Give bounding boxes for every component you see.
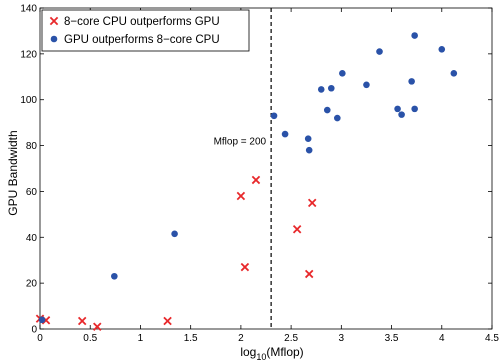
gpu-wins-point xyxy=(398,111,405,118)
legend-label: 8−core CPU outperforms GPU xyxy=(64,16,220,28)
x-axis-label-rest: (Mflop) xyxy=(266,345,303,359)
gpu-wins-point xyxy=(281,130,289,138)
gpu-wins-point xyxy=(376,48,383,55)
gpu-wins-point xyxy=(408,78,415,85)
cpu-wins-point xyxy=(240,262,250,272)
x-tick-label: 0.5 xyxy=(83,333,97,344)
cpu-wins-point xyxy=(93,322,102,331)
x-tick-label: 2 xyxy=(238,333,244,344)
legend: 8−core CPU outperforms GPU GPU outperform… xyxy=(41,9,250,52)
cpu-wins-point xyxy=(304,269,314,279)
legend-label: GPU outperforms 8−core CPU xyxy=(64,34,220,46)
gpu-wins-point xyxy=(270,112,278,120)
cpu-wins-point xyxy=(163,316,172,326)
gpu-wins-point xyxy=(411,32,418,39)
gpu-wins-point xyxy=(450,70,458,77)
y-tick-label: 60 xyxy=(26,187,38,198)
legend-box xyxy=(41,9,250,52)
y-tick-label: 140 xyxy=(20,4,37,15)
cpu-wins-point xyxy=(307,198,317,208)
legend-marker xyxy=(49,16,59,26)
y-tick-label: 100 xyxy=(20,95,37,106)
x-tick-label: 4 xyxy=(439,333,445,344)
plot-area-frame xyxy=(39,7,493,330)
gpu-wins-point xyxy=(38,316,46,324)
cpu-wins-point xyxy=(236,191,246,201)
x-mark-stroke xyxy=(77,316,87,326)
y-tick-label: 0 xyxy=(31,325,37,336)
gpu-wins-point xyxy=(304,135,312,142)
gpu-wins-point xyxy=(323,106,331,114)
gpu-wins-point xyxy=(171,230,178,238)
x-tick-label: 4.5 xyxy=(485,333,499,344)
cpu-wins-point xyxy=(292,225,302,234)
gpu-wins-point xyxy=(334,114,341,122)
y-tick-label: 20 xyxy=(26,279,38,290)
cpu-wins-point xyxy=(77,316,87,326)
x-tick-label: 1 xyxy=(138,333,144,344)
legend-marker xyxy=(50,35,58,43)
x-tick-label: 3 xyxy=(339,333,345,344)
gpu-wins-point xyxy=(363,81,370,89)
gpu-wins-point xyxy=(339,70,346,77)
gpu-wins-point xyxy=(111,272,118,280)
x-mark-stroke xyxy=(292,225,302,234)
threshold-annotation: Mflop = 200 xyxy=(214,136,267,147)
gpu-wins-point xyxy=(317,86,325,93)
x-axis-label: log10(Mflop) xyxy=(240,345,303,361)
data-marks: Mflop = 200 xyxy=(35,8,458,331)
y-tick-label: 40 xyxy=(26,233,38,244)
gpu-wins-point xyxy=(411,105,418,113)
x-mark-stroke xyxy=(49,16,59,26)
plot-axes: 0 0.5 1 1.5 2 2.5 3 3.5 4 4.5 0 20 40 60 80 100 120 140 xyxy=(20,4,499,345)
gpu-wins-point xyxy=(327,84,335,92)
x-mark-stroke xyxy=(304,269,314,279)
x-mark-stroke xyxy=(307,198,317,208)
x-tick-label: 3.5 xyxy=(385,333,399,344)
y-tick-label: 120 xyxy=(20,49,37,60)
x-tick-label: 1.5 xyxy=(184,333,198,344)
cpu-wins-point xyxy=(251,175,261,185)
x-mark-stroke xyxy=(236,191,246,201)
gpu-wins-point xyxy=(305,146,313,154)
x-tick-label: 2.5 xyxy=(284,333,298,344)
gpu-wins-point xyxy=(438,45,446,53)
x-mark-stroke xyxy=(251,175,261,185)
x-tick-label: 0 xyxy=(37,333,43,344)
y-axis-label: GPU Bandwidth xyxy=(6,130,20,215)
gpu-wins-point xyxy=(394,105,401,113)
x-mark-stroke xyxy=(163,316,172,326)
x-axis-label-base: log xyxy=(240,345,256,359)
x-mark-stroke xyxy=(93,322,102,331)
x-axis-label-subscript: 10 xyxy=(256,352,266,361)
y-tick-label: 80 xyxy=(26,141,38,152)
x-mark-stroke xyxy=(240,262,250,272)
